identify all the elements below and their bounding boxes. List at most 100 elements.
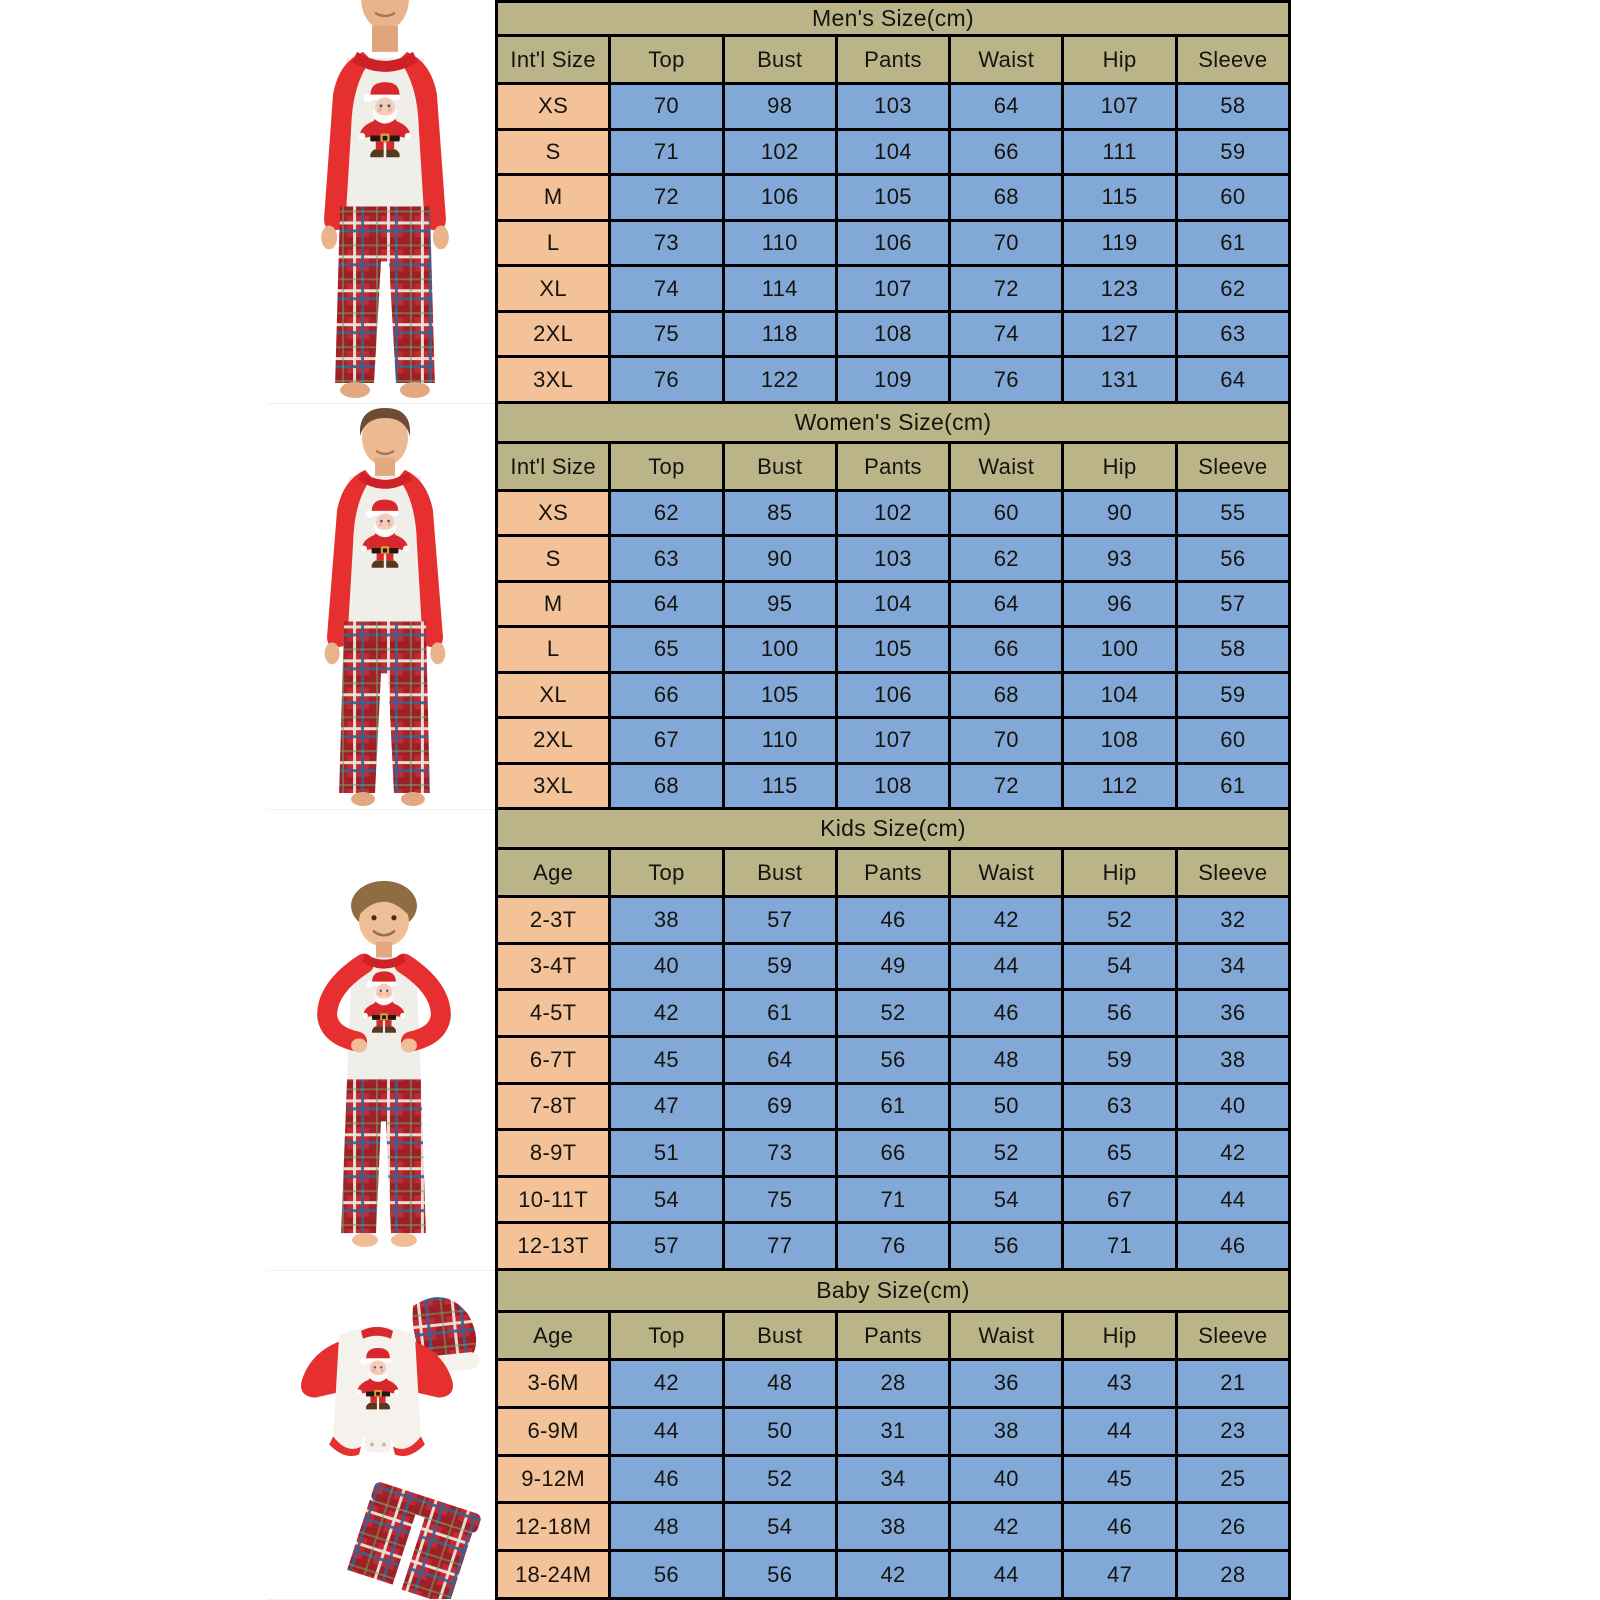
table-row: XS 70 98 103 64 107 58: [498, 85, 1291, 131]
size-label-cell: 6-7T: [498, 1037, 612, 1085]
column-header-age: Age: [498, 1313, 612, 1361]
column-header-sleeve: Sleeve: [1177, 1313, 1291, 1361]
size-chart-content: Men's Size(cm) Int'l Size Top Bust Pants Wai…: [267, 0, 1291, 1600]
size-label-cell: 3XL: [498, 764, 612, 810]
measurement-cell: 107: [1064, 85, 1178, 131]
measurement-cell: 65: [611, 628, 725, 674]
measurement-cell: 28: [1177, 1552, 1291, 1600]
measurement-cell: 56: [951, 1224, 1065, 1271]
measurement-cell: 61: [1177, 221, 1291, 268]
man-neck: [372, 25, 398, 52]
boy-smile: [372, 929, 396, 937]
measurement-cell: 54: [611, 1177, 725, 1225]
measurement-cell: 73: [611, 221, 725, 268]
measurement-cell: 57: [1177, 582, 1291, 629]
measurement-cell: 56: [837, 1037, 952, 1085]
table-row: 7-8T 47 69 61 50 63 40: [498, 1084, 1291, 1132]
measurement-cell: 40: [1177, 1084, 1291, 1132]
measurement-cell: 77: [724, 1224, 838, 1271]
measurement-cell: 52: [837, 991, 952, 1038]
measurement-cell: 102: [837, 492, 952, 538]
baby-snap: [381, 1442, 386, 1447]
table-row: 3-4T 40 59 49 44 54 34: [498, 944, 1291, 992]
measurement-cell: 98: [724, 85, 838, 131]
measurement-cell: 123: [1064, 267, 1178, 313]
boy-hair-fringe: [357, 889, 411, 918]
measurement-cell: 36: [951, 1361, 1065, 1409]
column-header-bust: Bust: [724, 850, 838, 898]
size-label-cell: 8-9T: [498, 1131, 612, 1178]
size-label-cell: 12-13T: [498, 1224, 612, 1271]
table-row: 6-9M 44 50 31 38 44 23: [498, 1408, 1291, 1457]
column-header-hip: Hip: [1064, 1313, 1178, 1361]
kids-table-title: Kids Size(cm): [498, 810, 1291, 850]
measurement-cell: 69: [724, 1084, 838, 1132]
measurement-cell: 110: [724, 221, 838, 268]
measurement-cell: 68: [951, 673, 1065, 720]
section-baby: Baby Size(cm) Age Top Bust Pants Waist Hip Sle…: [267, 1271, 1291, 1600]
table-row: 12-18M 48 54 38 42 46 26: [498, 1504, 1291, 1553]
measurement-cell: 72: [611, 176, 725, 222]
size-label-cell: 7-8T: [498, 1084, 612, 1132]
man-left-sleeve: [324, 51, 372, 231]
size-label-cell: L: [498, 221, 612, 268]
measurement-cell: 102: [724, 130, 838, 177]
table-row: XL 74 114 107 72 123 62: [498, 267, 1291, 313]
woman-plaid-pants: [339, 621, 430, 794]
table-row: S 63 90 103 62 93 56: [498, 537, 1291, 583]
size-label-cell: S: [498, 537, 612, 583]
table-row: 2XL 67 110 107 70 108 60: [498, 719, 1291, 765]
table-row: 3-6M 42 48 28 36 43 21: [498, 1361, 1291, 1409]
measurement-cell: 50: [724, 1408, 838, 1457]
boy-right-hand: [400, 1038, 417, 1053]
women-table-title: Women's Size(cm): [498, 404, 1291, 444]
measurement-cell: 56: [1177, 537, 1291, 583]
men-table-title: Men's Size(cm): [498, 3, 1291, 37]
table-row: 9-12M 46 52 34 40 45 25: [498, 1456, 1291, 1505]
measurement-cell: 71: [1064, 1224, 1178, 1271]
measurement-cell: 118: [724, 312, 838, 359]
column-header-bust: Bust: [724, 444, 838, 492]
measurement-cell: 51: [611, 1131, 725, 1178]
baby-snap-flap: [365, 1436, 391, 1453]
column-header-pants: Pants: [837, 850, 952, 898]
measurement-cell: 122: [724, 358, 838, 405]
woman-mouth: [375, 449, 395, 456]
measurement-cell: 36: [1177, 991, 1291, 1038]
measurement-cell: 58: [1177, 628, 1291, 674]
measurement-cell: 46: [1064, 1504, 1178, 1553]
measurement-cell: 76: [611, 358, 725, 405]
column-header-top: Top: [611, 37, 725, 85]
measurement-cell: 48: [724, 1361, 838, 1409]
baby-table-body: 3-6M 42 48 28 36 43 21 6-9M 44 50 31 38 44 23 9-12M 46 5…: [498, 1361, 1291, 1600]
measurement-cell: 62: [951, 537, 1065, 583]
man-figure-illustration: [321, 0, 449, 399]
measurement-cell: 67: [1064, 1177, 1178, 1225]
measurement-cell: 38: [611, 898, 725, 945]
baby-size-table: Baby Size(cm) Age Top Bust Pants Waist Hip Sle…: [495, 1271, 1291, 1600]
measurement-cell: 63: [1177, 312, 1291, 359]
measurement-cell: 42: [1177, 1131, 1291, 1178]
man-right-foot: [399, 382, 430, 399]
column-header-bust: Bust: [724, 37, 838, 85]
measurement-cell: 107: [837, 267, 952, 313]
kids-pajamas-photo: [267, 810, 495, 1271]
baby-right-leg-trim: [392, 1436, 425, 1457]
measurement-cell: 46: [611, 1456, 725, 1505]
measurement-cell: 127: [1064, 312, 1178, 359]
table-row: 10-11T 54 75 71 54 67 44: [498, 1177, 1291, 1225]
measurement-cell: 65: [1064, 1131, 1178, 1178]
size-label-cell: 4-5T: [498, 991, 612, 1038]
baby-plaid-pants: [347, 1482, 481, 1599]
measurement-cell: 70: [951, 719, 1065, 765]
measurement-cell: 56: [1064, 991, 1178, 1038]
woman-hair: [359, 407, 411, 436]
measurement-cell: 66: [837, 1131, 952, 1178]
measurement-cell: 66: [611, 673, 725, 720]
measurement-cell: 59: [724, 944, 838, 992]
measurement-cell: 54: [1064, 944, 1178, 992]
table-row: 6-7T 45 64 56 48 59 38: [498, 1037, 1291, 1085]
column-header-pants: Pants: [837, 1313, 952, 1361]
boy-neck: [376, 941, 392, 958]
man-left-foot: [340, 382, 371, 399]
